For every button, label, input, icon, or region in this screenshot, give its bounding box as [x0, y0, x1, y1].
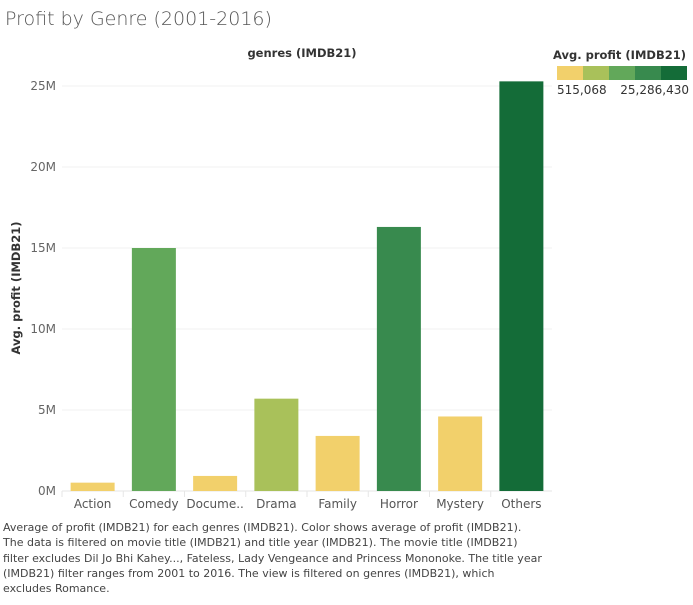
y-tick-label: 15M	[30, 241, 56, 255]
y-tick-label: 0M	[38, 484, 56, 498]
legend-swatch	[635, 66, 661, 80]
legend-swatch	[609, 66, 635, 80]
y-tick-label: 5M	[38, 403, 56, 417]
color-legend	[557, 66, 687, 80]
bar-comedy[interactable]	[131, 248, 176, 491]
x-tick-label: Mystery	[436, 497, 484, 511]
x-tick-label: Docume..	[186, 497, 244, 511]
x-tick-label: Horror	[380, 497, 418, 511]
y-axis-label: Avg. profit (IMDB21)	[9, 222, 23, 355]
chart-title: Profit by Genre (2001-2016)	[5, 8, 272, 30]
bar-chart: genres (IMDB21) Avg. profit (IMDB21) 0M 5…	[9, 46, 552, 511]
y-tick-label: 10M	[30, 322, 56, 336]
bar-mystery[interactable]	[438, 416, 483, 491]
x-tick-label: Others	[501, 497, 541, 511]
bar-family[interactable]	[315, 435, 360, 491]
legend-swatch	[583, 66, 609, 80]
column-header: genres (IMDB21)	[247, 46, 356, 60]
y-tick-label: 20M	[30, 160, 56, 174]
bar-docume[interactable]	[193, 475, 238, 491]
bar-drama[interactable]	[254, 398, 299, 491]
chart-caption: Average of profit (IMDB21) for each genr…	[3, 521, 542, 596]
x-tick-label: Comedy	[129, 497, 179, 511]
bar-others[interactable]	[499, 81, 544, 491]
bar-horror[interactable]	[376, 226, 421, 491]
legend-min-label: 515,068	[557, 83, 607, 97]
legend-swatch	[557, 66, 583, 80]
x-tick-label: Drama	[256, 497, 297, 511]
legend-max-label: 25,286,430	[620, 83, 689, 97]
x-tick-label: Family	[318, 497, 357, 511]
bar-action[interactable]	[70, 482, 115, 491]
legend-title: Avg. profit (IMDB21)	[553, 48, 686, 62]
x-tick-label: Action	[74, 497, 112, 511]
legend-swatch	[661, 66, 687, 80]
y-tick-label: 25M	[30, 79, 56, 93]
